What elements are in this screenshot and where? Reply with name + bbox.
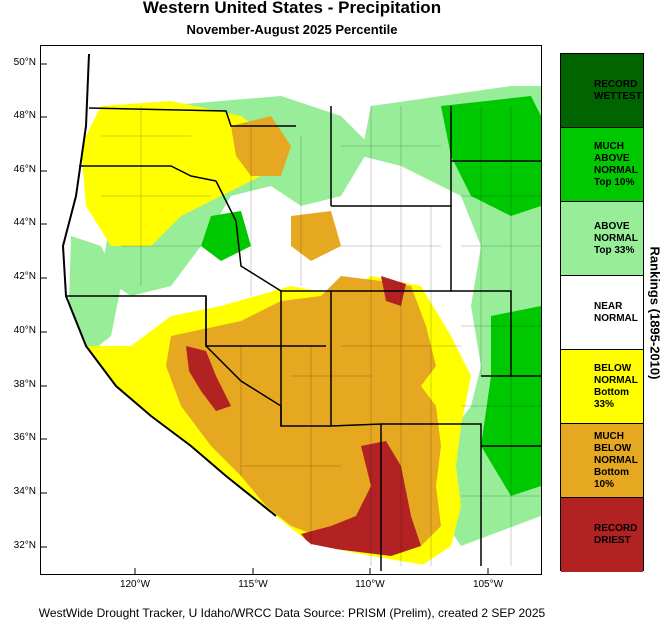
legend-label: ABOVE NORMAL Top 33%: [594, 220, 638, 256]
record-driest-southwest: [301, 441, 421, 556]
below-normal-north: [81, 101, 281, 246]
county-lines: [101, 106, 541, 566]
lat-label-44: 44°N: [13, 217, 36, 228]
lat-label-48: 48°N: [13, 110, 36, 121]
map-title: Western United States - Precipitation: [142, 0, 442, 17]
legend-axis-title: Rankings (1895-2010): [647, 246, 663, 380]
ocean: [41, 46, 471, 574]
map-subtitle: November-August 2025 Percentile: [186, 22, 398, 37]
much-below-northwest: [231, 116, 291, 176]
lat-label-50: 50°N: [13, 57, 36, 68]
record-driest-nevada: [186, 346, 231, 411]
lat-label-38: 38°N: [13, 379, 36, 390]
legend-label: NEAR NORMAL: [594, 300, 638, 324]
precipitation-map: [40, 45, 542, 575]
legend-much-above-normal: MUCH ABOVE NORMAL Top 10%: [561, 128, 643, 202]
legend-label: BELOW NORMAL Bottom 33%: [594, 362, 638, 410]
lat-label-46: 46°N: [13, 164, 36, 175]
much-below-utah: [291, 211, 341, 261]
legend-below-normal: BELOW NORMAL Bottom 33%: [561, 350, 643, 424]
legend-much-below-normal: MUCH BELOW NORMAL Bottom 10%: [561, 424, 643, 498]
footer-credit: WestWide Drought Tracker, U Idaho/WRCC D…: [38, 606, 546, 620]
much-above-east-north: [441, 96, 541, 216]
coastline: [61, 53, 277, 517]
state-boundaries: [66, 106, 541, 571]
legend-record-driest: RECORD DRIEST: [561, 498, 643, 572]
lat-label-40: 40°N: [13, 325, 36, 336]
lon-label-115: 115°W: [238, 579, 268, 590]
legend-record-wettest: RECORD WETTEST: [561, 54, 643, 128]
map-ticks: [41, 63, 489, 574]
legend: RECORD WETTEST MUCH ABOVE NORMAL Top 10%…: [560, 53, 644, 572]
legend-label: RECORD DRIEST: [594, 523, 638, 546]
legend-label: MUCH BELOW NORMAL Bottom 10%: [594, 430, 638, 490]
legend-label: MUCH ABOVE NORMAL Top 10%: [594, 140, 638, 188]
legend-above-normal: ABOVE NORMAL Top 33%: [561, 202, 643, 276]
legend-label: RECORD WETTEST: [594, 78, 642, 102]
legend-near-normal: NEAR NORMAL: [561, 276, 643, 350]
lon-label-120: 120°W: [119, 579, 151, 590]
lon-label-105: 105°W: [472, 579, 504, 590]
lat-label-36: 36°N: [13, 432, 36, 443]
lat-label-42: 42°N: [13, 271, 36, 282]
lat-label-34: 34°N: [13, 486, 36, 497]
lon-label-110: 110°W: [355, 579, 385, 590]
near-normal-wyoming: [326, 196, 441, 276]
lat-label-32: 32°N: [13, 540, 36, 551]
